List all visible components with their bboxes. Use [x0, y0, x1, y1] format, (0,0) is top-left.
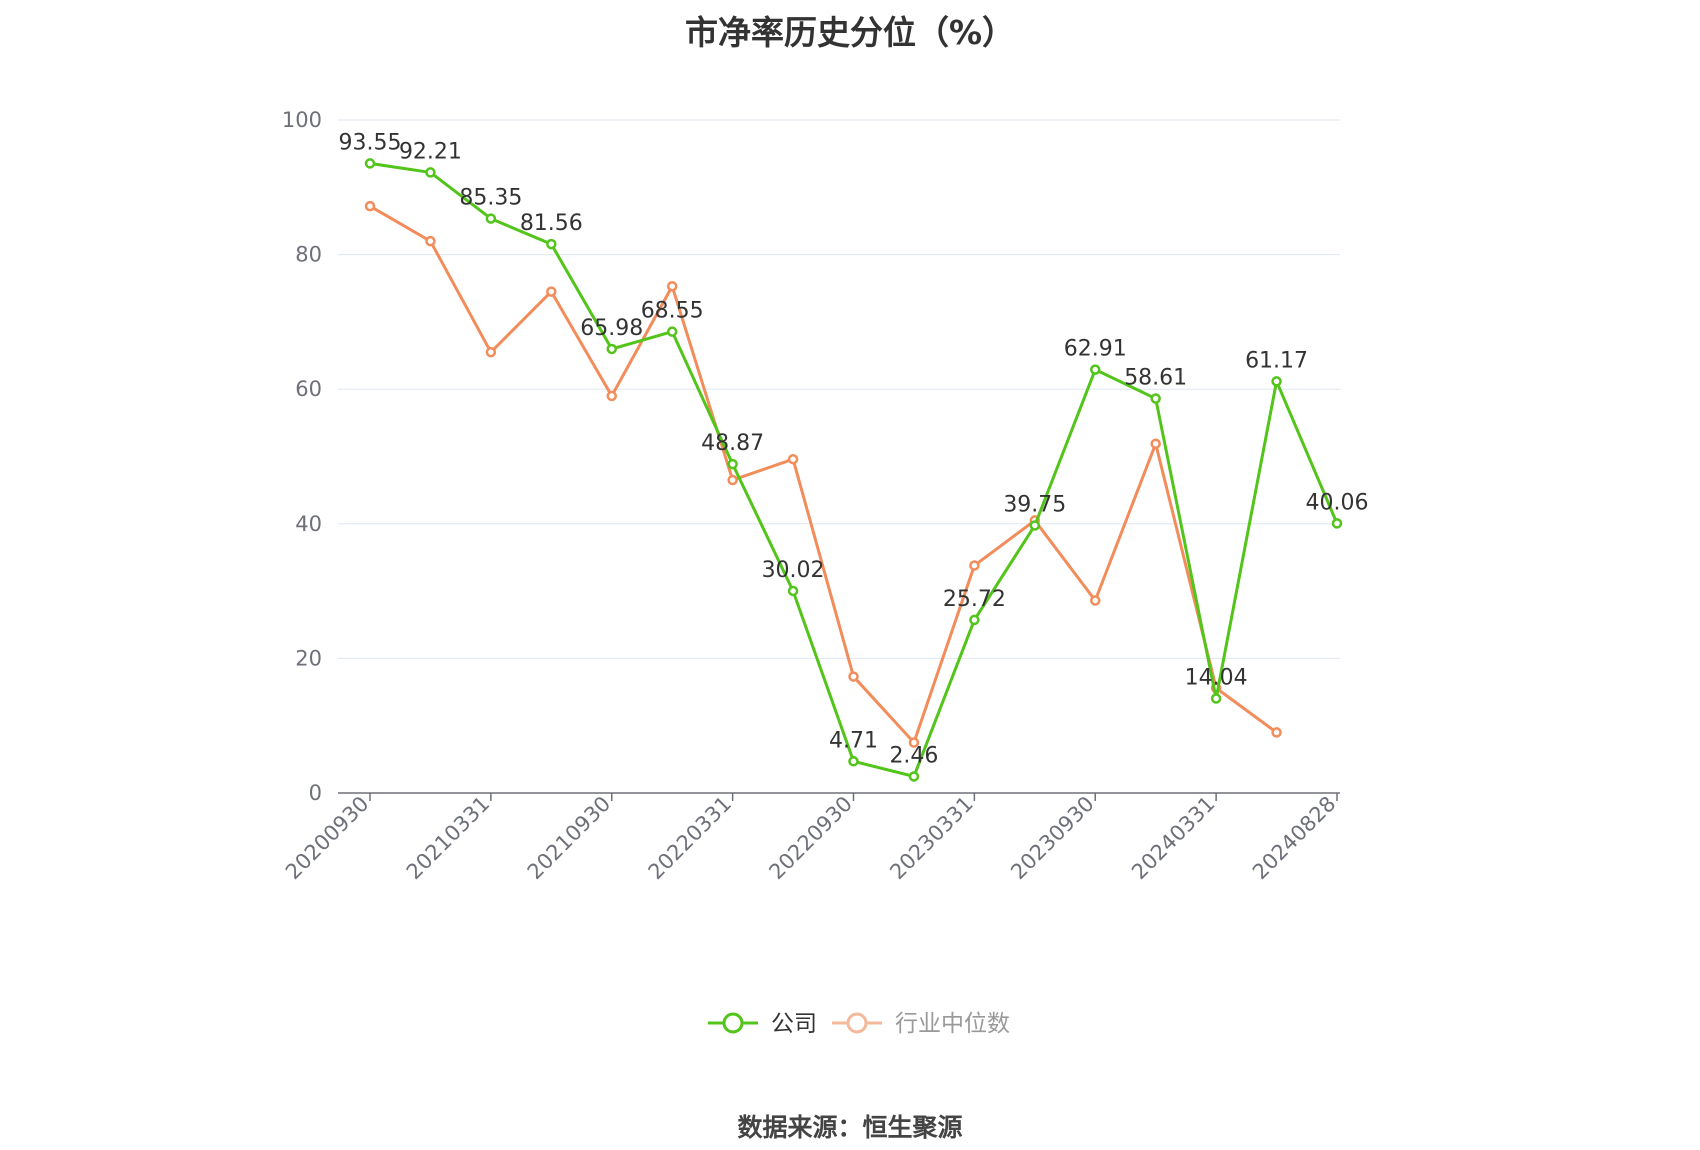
data-label: 58.61 [1124, 366, 1187, 391]
data-point-industry [1090, 595, 1101, 606]
data-point-industry [485, 346, 497, 358]
data-point-industry [425, 235, 436, 247]
data-label: 48.87 [701, 431, 764, 456]
data-point-company [727, 458, 738, 470]
legend-marker-company [722, 1012, 744, 1034]
data-point-industry [727, 474, 738, 486]
x-tick-label: 20230331 [885, 792, 978, 885]
data-point-company [666, 326, 678, 337]
data-label: 61.17 [1245, 348, 1308, 373]
legend-label-industry: 行业中位数 [895, 1011, 1010, 1037]
data-point-industry [606, 390, 617, 402]
data-point-industry [908, 737, 920, 748]
y-tick-label: 0 [309, 781, 322, 805]
data-point-company [1150, 393, 1161, 404]
y-tick-label: 20 [295, 646, 322, 670]
data-label: 40.06 [1306, 490, 1369, 515]
data-point-company [1331, 518, 1343, 529]
data-point-company [1090, 364, 1101, 375]
data-point-company [969, 614, 980, 626]
data-point-industry [848, 671, 859, 682]
data-point-company [787, 585, 799, 597]
data-point-industry [364, 200, 376, 212]
data-label: 81.56 [520, 211, 583, 236]
x-tick-label: 20210930 [523, 792, 616, 885]
data-label: 93.55 [339, 130, 402, 155]
data-source-note: 数据来源：恒生聚源 [737, 1113, 963, 1142]
data-point-company [1029, 520, 1041, 531]
data-point-company [364, 158, 376, 169]
x-tick-label: 20240828 [1248, 792, 1341, 885]
x-tick-label: 20220331 [644, 792, 737, 885]
data-label: 92.21 [399, 139, 462, 164]
data-point-industry [546, 286, 557, 297]
data-label: 65.98 [580, 316, 643, 341]
y-tick-label: 100 [282, 108, 322, 132]
chart-title: 市净率历史分位（%） [684, 13, 1016, 52]
data-label: 85.35 [459, 186, 522, 211]
x-tick-label: 20210331 [402, 792, 495, 885]
x-tick-label: 20230930 [1006, 792, 1099, 885]
y-tick-label: 60 [295, 377, 322, 401]
legend-label-company: 公司 [771, 1011, 817, 1037]
legend-marker-industry [846, 1012, 868, 1034]
data-label: 4.71 [829, 728, 878, 753]
data-label: 39.75 [1003, 492, 1066, 517]
y-tick-label: 40 [295, 512, 322, 536]
data-point-industry [969, 560, 980, 571]
data-label: 68.55 [641, 299, 704, 324]
data-point-company [908, 771, 920, 782]
x-tick-label: 20220930 [764, 792, 857, 885]
data-label: 2.46 [889, 743, 938, 768]
data-label: 62.91 [1064, 337, 1127, 362]
data-point-company [485, 213, 497, 224]
data-point-company [425, 167, 436, 178]
series-line-industry [369, 204, 1278, 745]
data-point-company [1271, 376, 1282, 387]
data-point-industry [1150, 438, 1161, 449]
data-label: 30.02 [762, 558, 825, 583]
data-point-industry [1271, 727, 1282, 738]
x-tick-label: 20240331 [1127, 792, 1220, 885]
data-point-company [606, 343, 617, 355]
data-label: 14.04 [1185, 666, 1248, 691]
data-point-company [848, 756, 859, 767]
data-point-company [546, 238, 557, 250]
data-label: 25.72 [943, 587, 1006, 612]
x-tick-label: 20200930 [281, 792, 374, 885]
y-tick-label: 80 [295, 243, 322, 267]
data-point-company [1210, 693, 1222, 704]
data-point-industry [787, 453, 799, 465]
data-point-industry [666, 280, 678, 292]
